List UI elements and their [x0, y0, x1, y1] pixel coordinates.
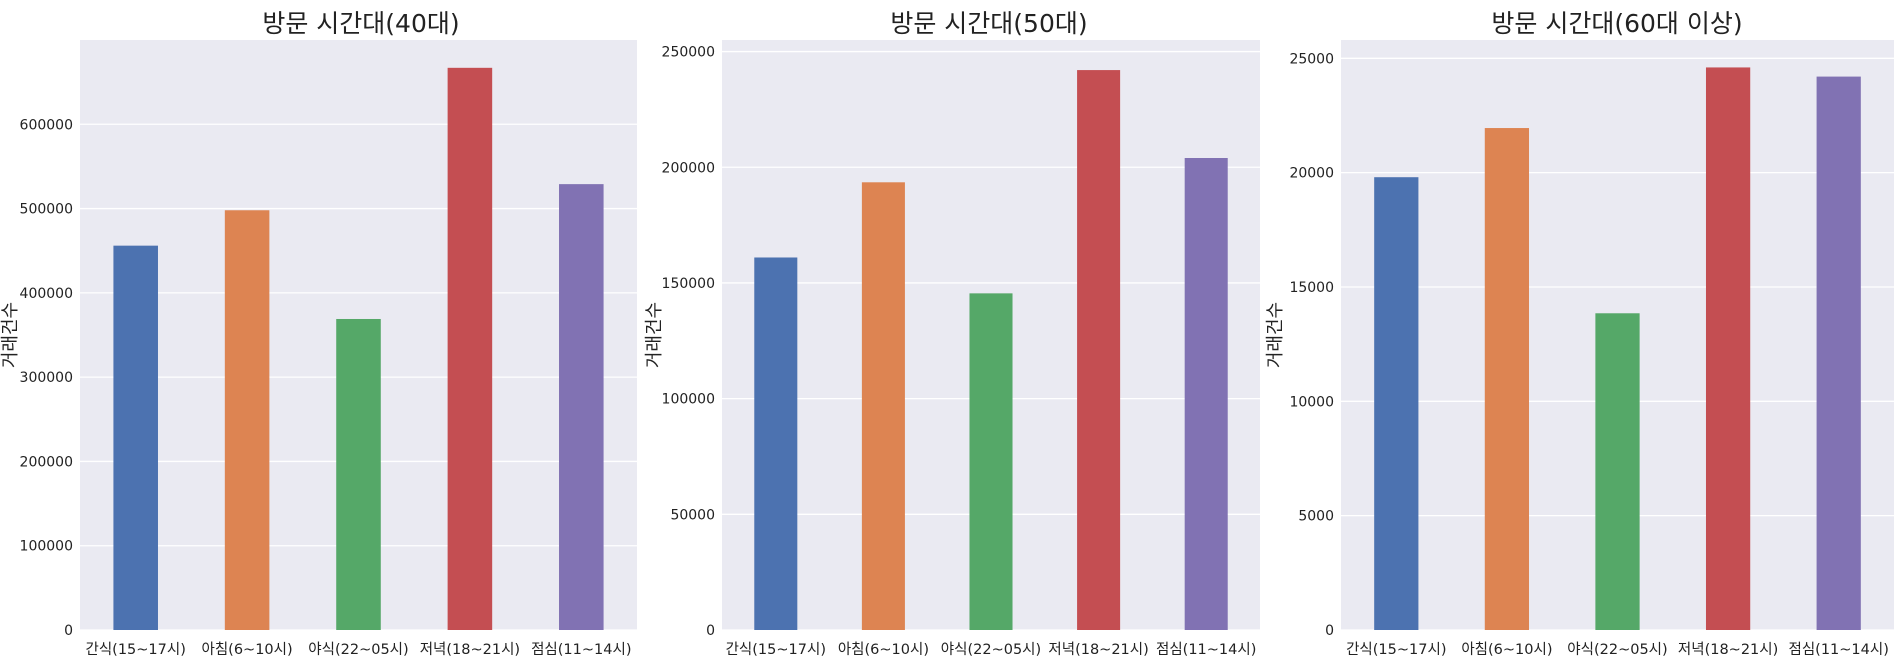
y-tick-label: 400000 [20, 286, 73, 302]
y-axis-label: 거래건수 [644, 302, 665, 368]
bar-3 [1595, 313, 1640, 630]
bar-5 [1816, 76, 1861, 630]
bar-1 [754, 257, 798, 630]
y-tick-label: 200000 [662, 160, 715, 176]
x-tick-label: 간식(15~17시) [1346, 641, 1446, 658]
y-tick-label: 600000 [20, 117, 73, 133]
chart-panel-2: 0 50000 100000 150000 200000 250000 간식(15~17시)… [644, 9, 1260, 658]
x-tick-label: 점심(11~14시) [1156, 641, 1256, 658]
bar-2 [861, 182, 905, 630]
chart-title: 방문 시간대(40대) [262, 9, 459, 38]
bar-3 [969, 293, 1013, 630]
bar-4 [447, 67, 493, 631]
x-tick-label: 아침(6~10시) [1461, 641, 1552, 658]
y-tick-label: 0 [706, 623, 715, 639]
y-tick-label: 100000 [662, 392, 715, 408]
y-tick-label: 150000 [662, 276, 715, 292]
x-tick-label: 저녁(18~21시) [1678, 641, 1778, 658]
y-tick-label: 5000 [1298, 509, 1334, 525]
x-tick-label: 야식(22~05시) [308, 641, 408, 658]
chart-title: 방문 시간대(60대 이상) [1491, 9, 1742, 38]
x-tick-label: 아침(6~10시) [838, 641, 929, 658]
bar-2 [224, 210, 270, 630]
y-tick-label: 50000 [670, 507, 715, 523]
x-tick-label: 야식(22~05시) [1567, 641, 1667, 658]
y-tick-label: 15000 [1289, 280, 1334, 296]
y-tick-label: 100000 [20, 539, 73, 555]
bar-1 [1374, 177, 1419, 631]
bar-4 [1077, 70, 1121, 630]
y-tick-label: 500000 [20, 202, 73, 218]
bar-4 [1705, 67, 1751, 630]
chart-title: 방문 시간대(50대) [890, 9, 1087, 38]
x-tick-label: 점심(11~14시) [531, 641, 631, 658]
y-tick-label: 0 [64, 623, 73, 639]
y-tick-label: 20000 [1289, 166, 1334, 182]
y-tick-label: 250000 [662, 45, 715, 61]
y-tick-label: 300000 [20, 370, 73, 386]
bar-5 [559, 184, 604, 630]
bar-1 [113, 245, 158, 630]
x-tick-label: 점심(11~14시) [1789, 641, 1889, 658]
x-tick-label: 야식(22~05시) [941, 641, 1041, 658]
bar-3 [336, 318, 381, 630]
chart-panel-3: 0 5000 10000 15000 20000 25000 간식(15~17시) 아침(6~… [1265, 9, 1894, 658]
y-axis-label: 거래건수 [1265, 302, 1286, 368]
bar-5 [1184, 158, 1228, 630]
x-tick-label: 간식(15~17시) [726, 641, 826, 658]
y-axis-label: 거래건수 [0, 302, 21, 368]
y-tick-label: 25000 [1289, 51, 1334, 67]
y-tick-label: 10000 [1289, 394, 1334, 410]
y-tick-label: 0 [1325, 623, 1334, 639]
y-tick-label: 200000 [20, 454, 73, 470]
x-tick-label: 아침(6~10시) [202, 641, 293, 658]
x-tick-label: 간식(15~17시) [86, 641, 186, 658]
x-tick-label: 저녁(18~21시) [1048, 641, 1148, 658]
chart-panel-1: 0 100000 200000 300000 400000 500000 600000 간식(… [0, 9, 637, 658]
x-tick-label: 저녁(18~21시) [420, 641, 520, 658]
bar-2 [1484, 128, 1530, 630]
